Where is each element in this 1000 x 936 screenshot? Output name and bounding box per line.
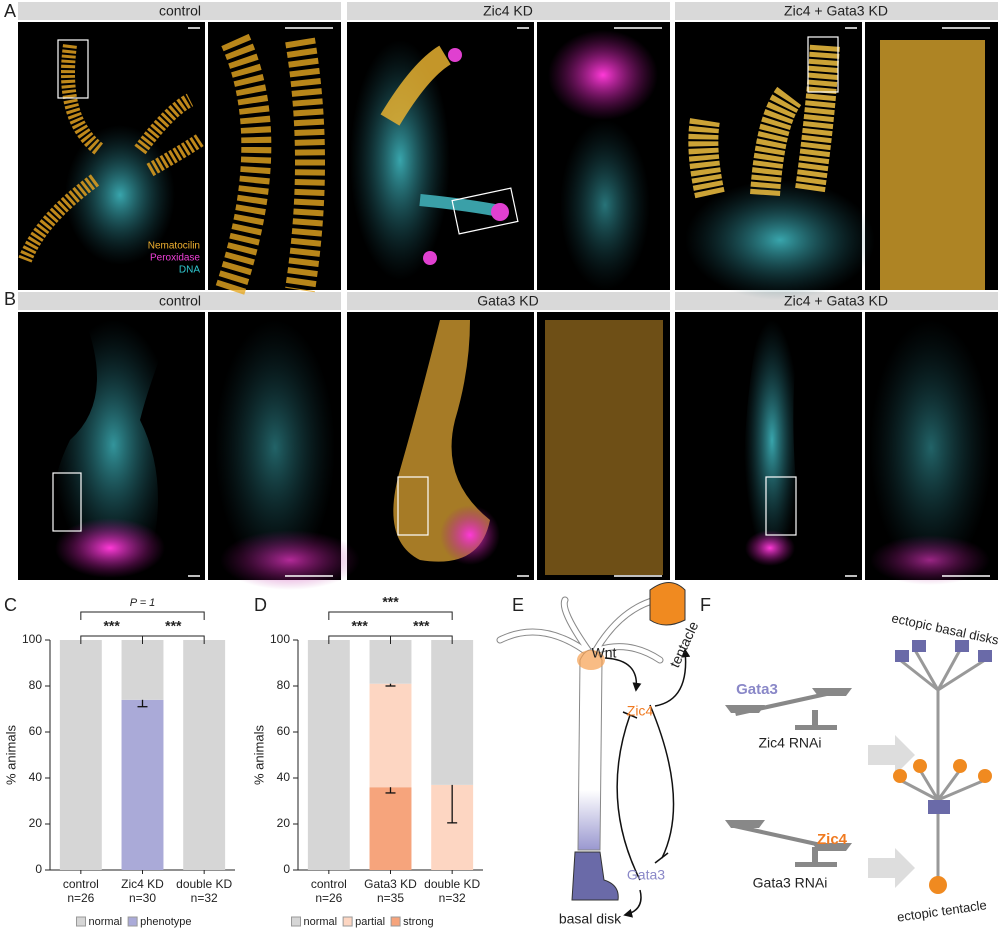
legend-label: phenotype: [140, 916, 191, 928]
sample-size: n=26: [315, 891, 342, 905]
header: control: [159, 3, 201, 19]
significance-label: ***: [382, 594, 399, 610]
significance-bracket: [80, 611, 205, 620]
significance-bracket: [142, 635, 205, 644]
panel-label: F: [700, 595, 711, 615]
y-axis-label: % animals: [3, 725, 18, 785]
diagram-label: Gata3: [736, 681, 778, 698]
bar-segment: [369, 787, 412, 870]
bar-segment: [121, 699, 164, 870]
diagram-label: ectopic basal disks: [890, 610, 1000, 647]
bar-segment: [183, 640, 226, 870]
legend-label: normal: [304, 916, 338, 928]
header-bars: [18, 2, 998, 310]
legend-swatch: [291, 916, 301, 927]
legend-swatch: [342, 916, 353, 927]
x-tick-label: double KD: [424, 877, 480, 891]
y-tick-label: 60: [277, 724, 291, 738]
y-tick-label: 80: [29, 678, 43, 692]
y-tick-label: 40: [277, 770, 291, 784]
diagram-label: tentacle: [666, 619, 701, 670]
panel-label: E: [512, 595, 524, 615]
y-tick-label: 100: [270, 632, 290, 646]
panel-label: A: [4, 1, 16, 21]
significance-label: ***: [165, 618, 182, 634]
significance-label: ***: [103, 618, 120, 634]
header: control: [159, 293, 201, 309]
sample-size: n=26: [67, 891, 94, 905]
diagram-label: Zic4 RNAi: [758, 735, 821, 751]
significance-bracket: [328, 611, 453, 620]
legend-label: Peroxidase: [150, 253, 200, 264]
significance-label: ***: [413, 618, 430, 634]
microscopy-images: [18, 22, 998, 590]
significance-label: ***: [351, 618, 368, 634]
y-tick-label: 0: [35, 862, 42, 876]
bar-segment: [369, 683, 412, 788]
y-tick-label: 40: [29, 770, 43, 784]
sample-size: n=32: [191, 891, 218, 905]
bar-segment: [121, 640, 164, 700]
bar-segment: [369, 640, 412, 684]
significance-bracket: [390, 635, 453, 644]
sample-size: n=35: [377, 891, 404, 905]
legend-label: strong: [403, 916, 434, 928]
legend-label: DNA: [179, 265, 200, 276]
diagram-label: Wnt: [592, 645, 617, 661]
rnai-diagram: [725, 640, 992, 894]
bar-segment: [59, 640, 102, 870]
y-tick-label: 100: [22, 632, 42, 646]
sample-size: n=32: [439, 891, 466, 905]
header: Zic4 + Gata3 KD: [784, 3, 888, 19]
header: Gata3 KD: [477, 293, 538, 309]
y-tick-label: 20: [29, 816, 43, 830]
bar-segment: [431, 640, 474, 785]
sample-size: n=30: [129, 891, 156, 905]
diagram-label: Gata3 RNAi: [753, 875, 828, 891]
y-tick-label: 60: [29, 724, 43, 738]
y-tick-label: 20: [277, 816, 291, 830]
panel-label: D: [254, 595, 267, 615]
diagram-label: Gata3: [627, 867, 665, 883]
diagram-label: Zic4: [817, 831, 848, 848]
panel-label: C: [4, 595, 17, 615]
legend-swatch: [76, 916, 86, 927]
y-tick-label: 80: [277, 678, 291, 692]
legend-swatch: [127, 916, 138, 927]
panel-label: B: [4, 289, 16, 309]
x-tick-label: double KD: [176, 877, 232, 891]
diagram-label: Zic4: [627, 703, 654, 719]
legend-label: Nematocilin: [148, 241, 200, 252]
diagram-label: basal disk: [559, 911, 622, 927]
x-tick-label: control: [311, 877, 347, 891]
legend-label: normal: [89, 916, 123, 928]
legend-label: partial: [355, 916, 385, 928]
diagram-label: ectopic tentacle: [896, 897, 988, 924]
x-tick-label: Gata3 KD: [364, 877, 417, 891]
significance-label: P = 1: [130, 597, 156, 609]
hydra-diagram: [496, 582, 691, 918]
header: Zic4 KD: [483, 3, 533, 19]
x-tick-label: control: [63, 877, 99, 891]
y-tick-label: 0: [283, 862, 290, 876]
y-axis-label: % animals: [251, 725, 266, 785]
x-tick-label: Zic4 KD: [121, 877, 164, 891]
bar-segment: [307, 640, 350, 870]
legend-swatch: [390, 916, 401, 927]
